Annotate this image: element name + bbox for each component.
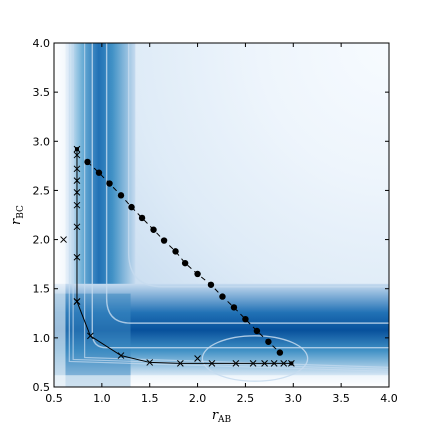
series-0-point-12-stroke-b xyxy=(146,359,154,366)
extra-point-0 xyxy=(60,236,67,243)
series-0-point-10 xyxy=(87,332,94,340)
series-0-point-12 xyxy=(146,359,154,366)
series-0-point-2-stroke-b xyxy=(73,165,81,173)
y-tick-label-0: 0.5 xyxy=(33,381,51,394)
series-1-point-15 xyxy=(253,327,261,335)
contour-line-outer-2 xyxy=(91,43,389,349)
series-0-point-14-stroke-b xyxy=(208,360,216,367)
series-0-point-14 xyxy=(208,360,216,367)
series-0-point-7 xyxy=(73,253,81,261)
contour-line-outer-0 xyxy=(127,43,389,288)
series-0-point-6 xyxy=(73,223,81,231)
series-0-point-3 xyxy=(73,177,81,184)
series-1-point-10 xyxy=(194,270,201,278)
x-tick-label-5: 3.0 xyxy=(285,392,303,405)
series-0-point-16 xyxy=(249,360,257,367)
series-1-point-9 xyxy=(181,259,189,267)
extra-point-1-stroke-b xyxy=(194,355,201,362)
series-1-point-16 xyxy=(265,338,272,345)
series-1-point-12 xyxy=(219,293,226,300)
series-0-point-11-stroke-b xyxy=(117,352,125,359)
contour-background xyxy=(54,43,389,387)
y-tick-label-3: 2.0 xyxy=(33,234,51,247)
series-0-point-10-stroke-b xyxy=(87,332,94,340)
series-0-point-18 xyxy=(270,360,278,367)
series-0-point-19-stroke-b xyxy=(280,360,288,367)
series-0-point-5 xyxy=(73,201,81,209)
series-0-point-9 xyxy=(73,298,81,305)
series-0-point-9-stroke-b xyxy=(73,298,81,305)
series-0-point-16-stroke-b xyxy=(249,360,257,367)
contour-line-inner-1 xyxy=(72,43,389,370)
y-tick-label-7: 4.0 xyxy=(33,37,51,50)
series-0-point-3-stroke-b xyxy=(73,177,81,184)
series-0-point-17 xyxy=(261,360,268,367)
x-axis-label-main: r xyxy=(212,408,219,423)
series-0-point-13 xyxy=(176,360,184,367)
series-0-point-1-stroke-b xyxy=(73,151,81,159)
contour-line-inner-2 xyxy=(84,43,389,368)
y-axis-ticks: 0.5 1.0 1.5 2.0 2.5 3.0 3.5 4.0 xyxy=(33,37,389,394)
contour-line-inner-0 xyxy=(68,43,389,372)
repulsive-wall-bottom xyxy=(54,375,389,387)
series-0-point-13-stroke-b xyxy=(176,360,184,367)
series-1-point-8 xyxy=(172,248,179,255)
x-axis-label-sub: AB xyxy=(217,415,231,425)
series-layer xyxy=(60,145,295,367)
series-1-point-2 xyxy=(106,180,113,187)
y-tick-label-2: 1.5 xyxy=(33,283,51,296)
series-1-point-13 xyxy=(230,304,238,311)
series-0-point-11 xyxy=(117,352,125,359)
x-tick-label-4: 2.5 xyxy=(237,392,255,405)
path-endpoint-1 xyxy=(289,361,294,366)
y-tick-label-6: 3.5 xyxy=(33,86,51,99)
series-0-point-6-stroke-b xyxy=(73,223,81,231)
series-1-point-4 xyxy=(128,203,135,211)
y-tick-label-4: 2.5 xyxy=(33,184,51,197)
x-tick-label-1: 1.0 xyxy=(93,392,111,405)
x-tick-label-3: 2.0 xyxy=(189,392,207,405)
x-tick-label-2: 1.5 xyxy=(141,392,159,405)
series-0-point-2 xyxy=(73,165,81,173)
series-1-point-3 xyxy=(117,192,125,199)
y-axis-label-sub: BC xyxy=(16,205,26,219)
x-tick-label-0: 0.5 xyxy=(45,392,63,405)
y-tick-label-1: 1.0 xyxy=(33,332,51,345)
plot-frame xyxy=(53,42,390,388)
x-axis-ticks: 0.5 1.0 1.5 2.0 2.5 3.0 3.5 4.0 xyxy=(45,43,398,405)
series-0-point-18-stroke-b xyxy=(270,360,278,367)
series-0-point-1 xyxy=(73,151,81,159)
series-1-point-11 xyxy=(207,281,215,288)
series-0-point-15 xyxy=(232,360,240,367)
series-0-point-15-stroke-b xyxy=(232,360,240,367)
series-1-point-0 xyxy=(84,158,91,166)
path-endpoint-0 xyxy=(74,147,79,152)
series-0-point-4-stroke-b xyxy=(73,189,81,196)
x-tick-label-6: 3.5 xyxy=(332,392,350,405)
series-0-point-5-stroke-b xyxy=(73,201,81,209)
series-0-point-4 xyxy=(73,189,81,196)
y-axis-label-main: r xyxy=(9,218,24,225)
y-tick-label-5: 3.0 xyxy=(33,135,51,148)
series-1-point-7 xyxy=(160,237,168,244)
series-0-point-7-stroke-b xyxy=(73,253,81,261)
series-1-point-6 xyxy=(150,226,157,233)
contour-line-well xyxy=(201,335,309,382)
series-1-point-5 xyxy=(138,214,146,222)
series-1-point-1 xyxy=(95,169,103,176)
y-axis-label: rBC xyxy=(9,205,26,225)
repulsive-wall-left xyxy=(54,43,66,387)
extra-point-0-stroke-b xyxy=(60,236,67,243)
x-tick-label-7: 4.0 xyxy=(380,392,398,405)
x-axis-label: rAB xyxy=(212,408,232,425)
series-0-line xyxy=(76,149,292,364)
extra-point-1 xyxy=(194,355,201,362)
contour-lines xyxy=(68,43,389,382)
contour-line-outer-1 xyxy=(105,43,389,324)
series-1-point-14 xyxy=(242,315,249,323)
series-0-point-17-stroke-b xyxy=(261,360,268,367)
series-0-point-19 xyxy=(280,360,288,367)
series-1-point-17 xyxy=(276,349,284,356)
